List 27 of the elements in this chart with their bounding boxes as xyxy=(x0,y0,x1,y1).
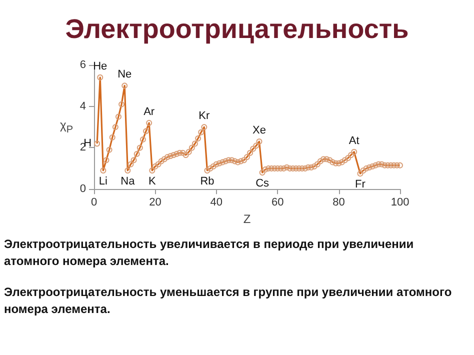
annotation: Na xyxy=(120,175,136,188)
annotation: At xyxy=(348,134,360,147)
y-tick-label: 2 xyxy=(80,142,86,154)
annotation: Xe xyxy=(252,124,266,137)
annotation: Fr xyxy=(355,178,366,191)
x-tick-label: 0 xyxy=(90,196,98,209)
y-axis-title: χ$_{P}$ xyxy=(60,118,73,136)
annotation: Ne xyxy=(118,68,132,81)
text: Электроотрицательность увеличивается в периоде при увеличении атомного номера элемента. xyxy=(4,236,415,270)
x-tick-label: 60 xyxy=(271,196,284,209)
x-tick-label: 80 xyxy=(332,196,345,209)
annotation: Ar xyxy=(144,106,155,118)
annotation: Kr xyxy=(198,110,210,122)
chart-title: Электроотрицательность xyxy=(64,14,410,45)
annotation: Li xyxy=(98,175,108,188)
y-tick-label: 0 xyxy=(80,183,86,196)
y-tick-label: 4 xyxy=(80,100,86,112)
y-tick-label: 6 xyxy=(80,59,86,71)
annotation: Rb xyxy=(200,175,214,188)
x-tick-label: 100 xyxy=(390,196,410,209)
x-tick-label: 40 xyxy=(210,196,223,209)
annotation: K xyxy=(148,175,156,188)
text: Электроотрицательность уменьшается в группе при увеличении атомного номера элемента. xyxy=(4,284,453,318)
x-axis-title: Z xyxy=(243,212,251,226)
annotation: He xyxy=(93,60,108,72)
annotation: Cs xyxy=(256,178,270,190)
x-tick-label: 20 xyxy=(149,196,162,209)
